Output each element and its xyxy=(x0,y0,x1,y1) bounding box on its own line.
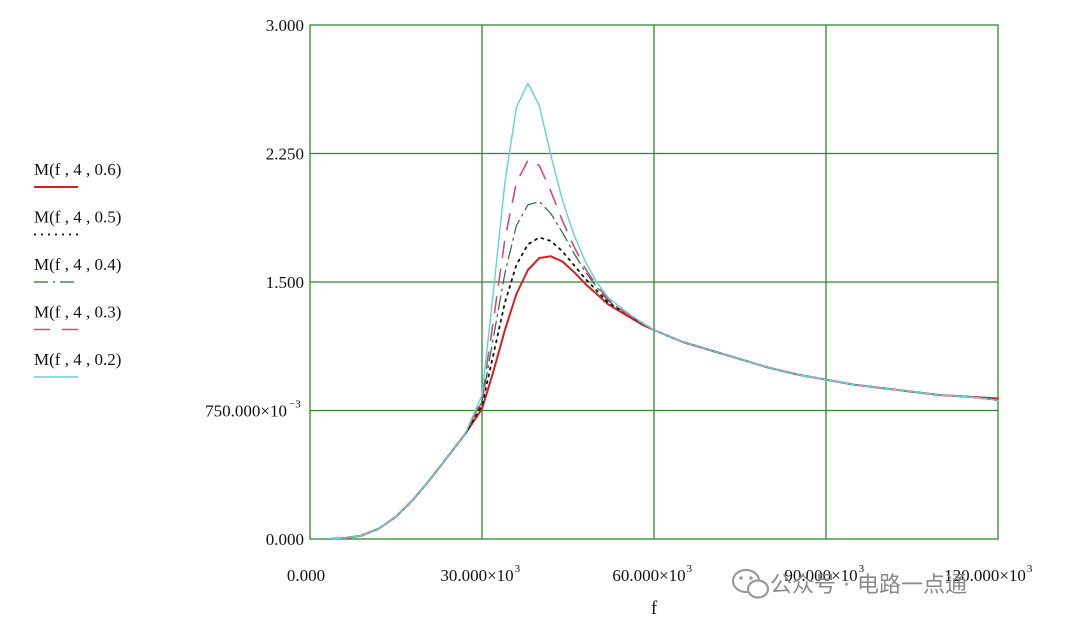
series-line-4 xyxy=(326,82,999,540)
legend-label-3: M(f , 4 , 0.3) xyxy=(34,303,121,322)
x-tick-label-1: 30.000×10 xyxy=(440,566,513,585)
y-tick-label-3: 2.250 xyxy=(266,145,304,164)
x-tick-exponent-1: 3 xyxy=(515,563,521,575)
x-tick-label-4: 120.000×10 xyxy=(944,566,1026,585)
x-tick-label-3: 90.000×10 xyxy=(784,566,857,585)
x-tick-exponent-4: 3 xyxy=(1027,563,1033,575)
legend-label-4: M(f , 4 , 0.2) xyxy=(34,350,121,369)
legend-label-0: M(f , 4 , 0.6) xyxy=(34,160,121,179)
grid-lines xyxy=(310,25,998,539)
y-tick-exponent-1: −3 xyxy=(289,399,301,411)
y-tick-label-1: 750.000×10 xyxy=(205,402,287,421)
y-tick-label-2: 1.500 xyxy=(266,273,304,292)
y-tick-label-0: 0.000 xyxy=(266,530,304,549)
x-tick-label-2: 60.000×10 xyxy=(612,566,685,585)
watermark: 公众号 · 电路一点通 xyxy=(731,568,967,599)
y-axis-ticks: 0.000 750.000×10 −3 1.500 2.250 3.000 xyxy=(205,16,304,549)
watermark-text: 公众号 · 电路一点通 xyxy=(770,573,967,598)
x-tick-exponent-3: 3 xyxy=(859,563,865,575)
x-tick-exponent-2: 3 xyxy=(687,563,693,575)
legend-label-1: M(f , 4 , 0.5) xyxy=(34,208,121,227)
y-tick-label-4: 3.000 xyxy=(266,16,304,35)
wechat-icon xyxy=(731,568,770,599)
x-axis-ticks: 0.000 30.000×10 3 60.000×10 3 90.000×10 3 120.0… xyxy=(287,563,1033,585)
curves xyxy=(326,82,999,540)
legend: M(f , 4 , 0.6) M(f , 4 , 0.5) M(f , 4 , 0.… xyxy=(34,160,121,378)
x-axis-title: f xyxy=(651,598,658,619)
x-tick-label-0: 0.000 xyxy=(287,566,325,585)
legend-label-2: M(f , 4 , 0.4) xyxy=(34,255,121,274)
